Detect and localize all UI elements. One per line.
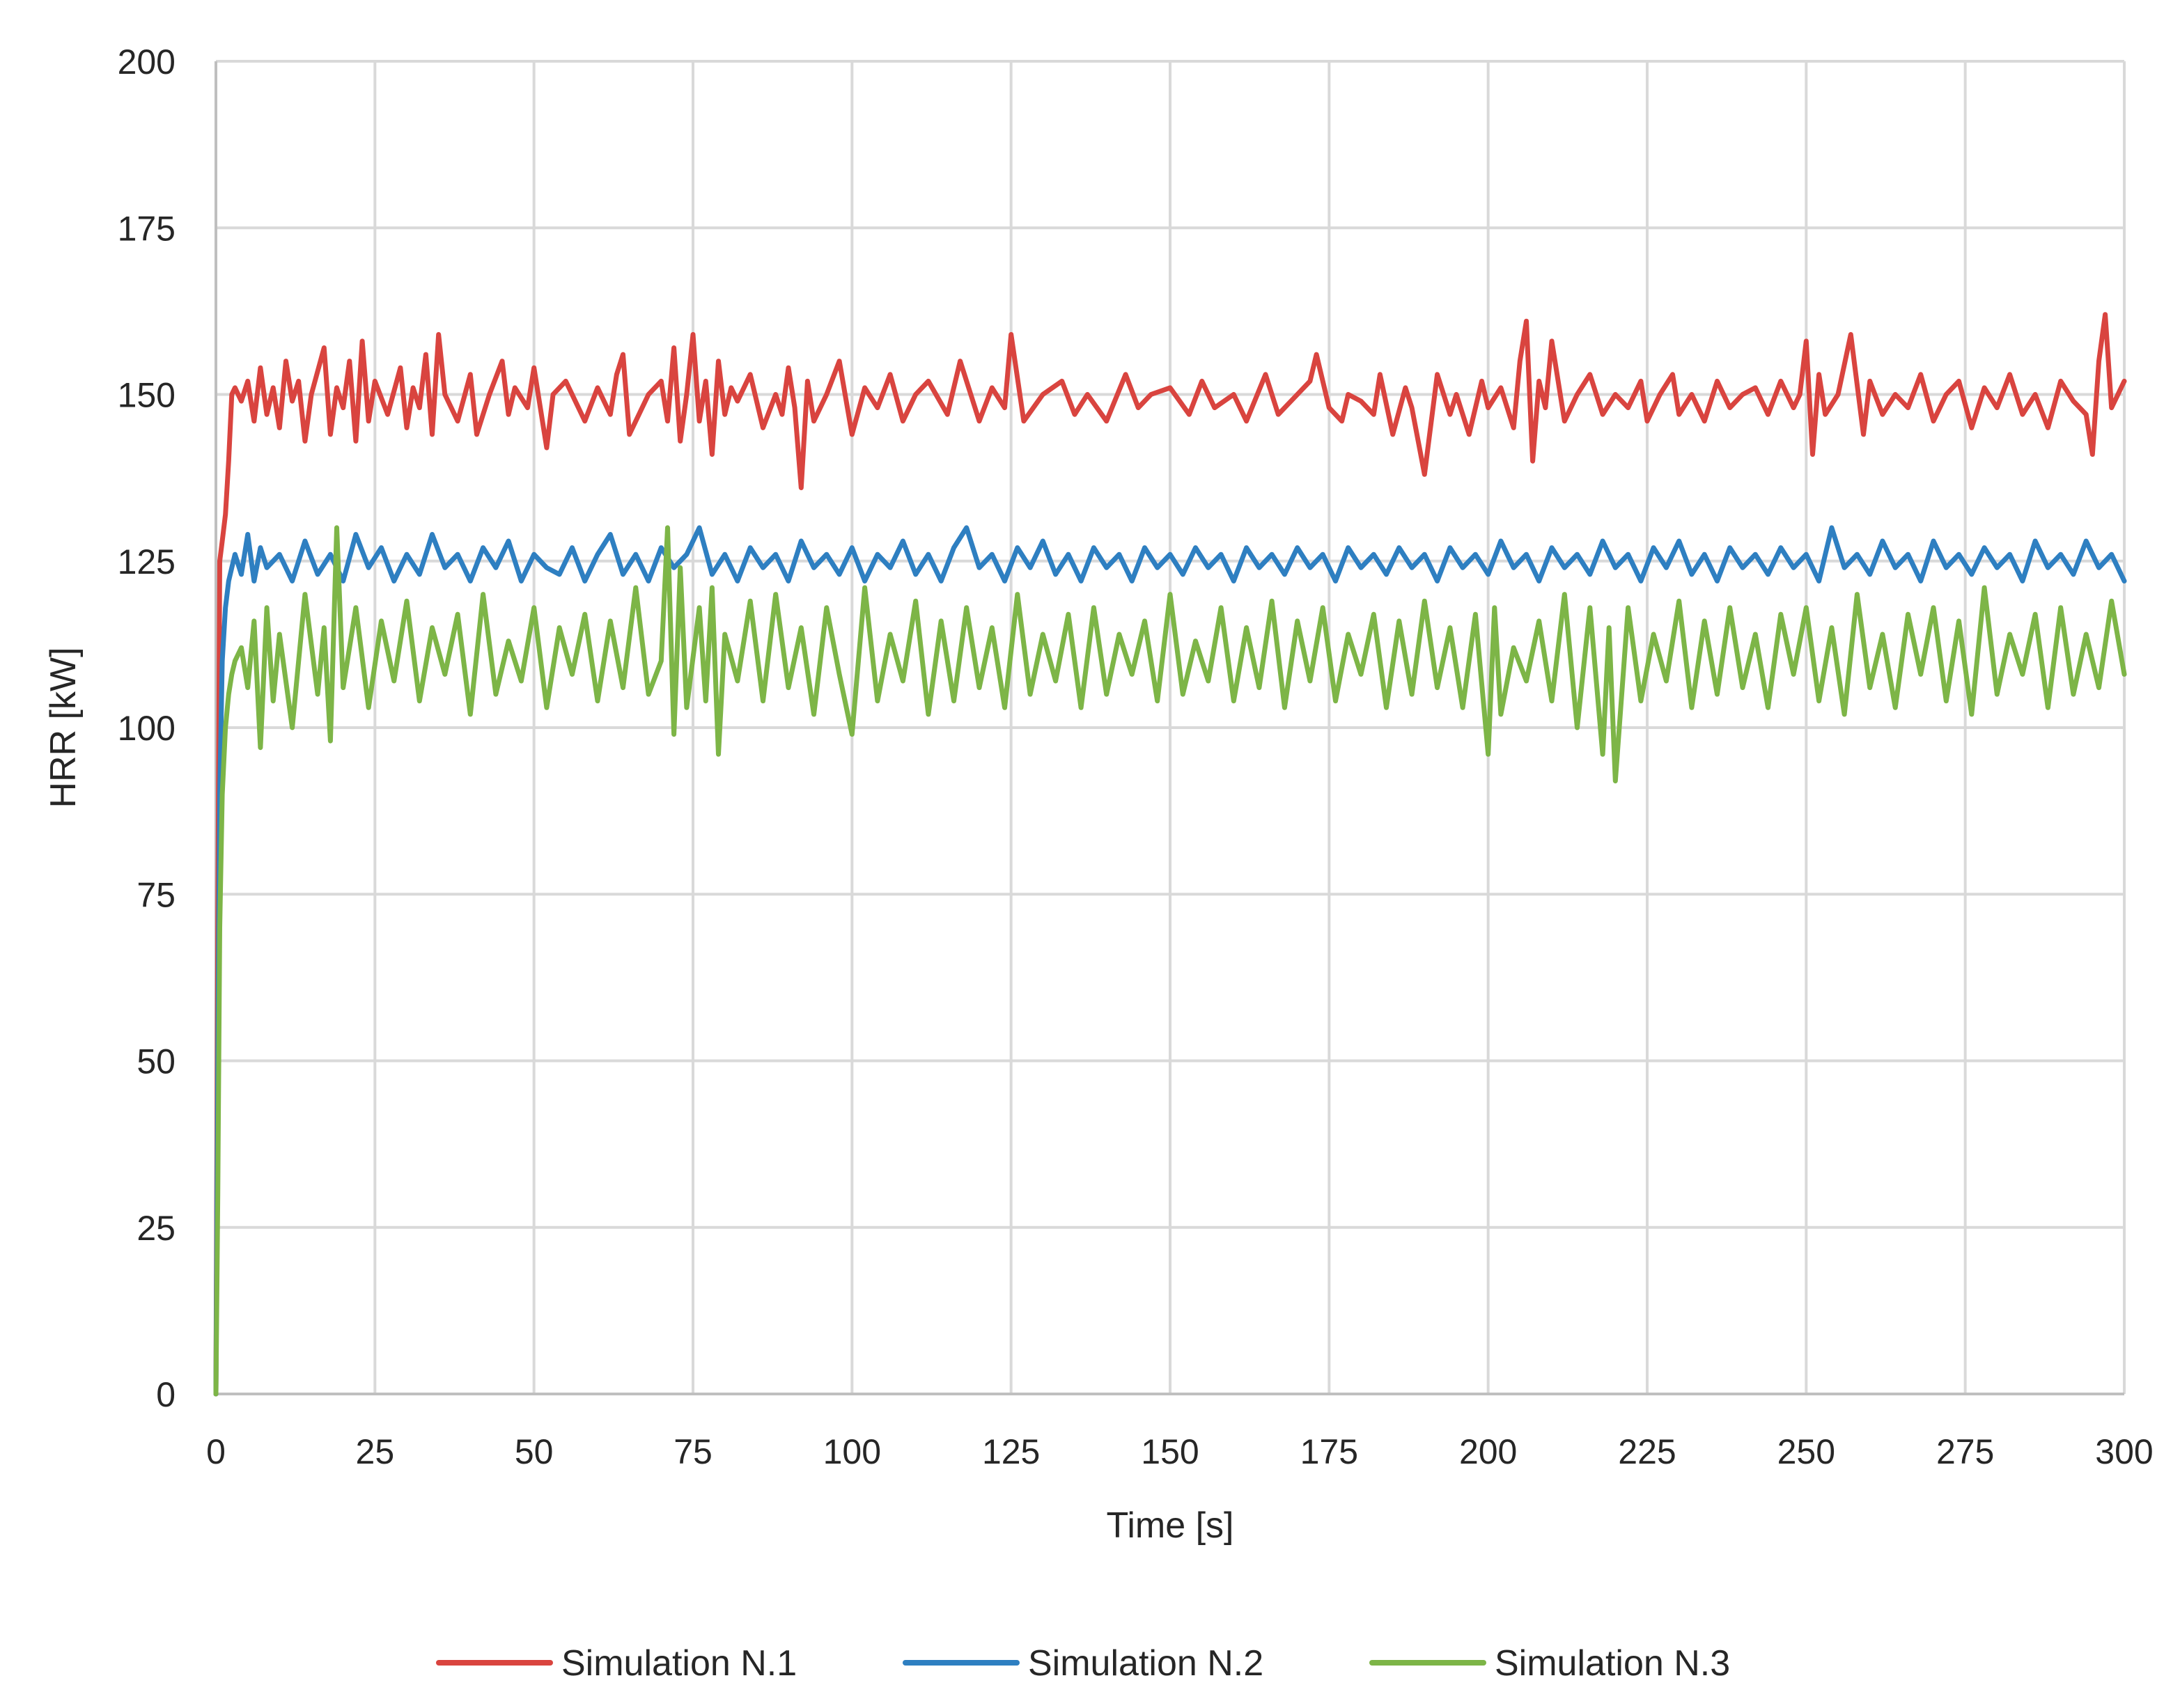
legend: Simulation N.1 Simulation N.2 Simulation N… <box>436 1643 1730 1684</box>
legend-item-1: Simulation N.1 <box>436 1643 797 1684</box>
x-tick-label: 50 <box>515 1432 554 1471</box>
legend-label: Simulation N.2 <box>1028 1643 1263 1684</box>
x-tick-label: 225 <box>1618 1432 1676 1471</box>
x-axis-title: Time [s] <box>1107 1505 1234 1546</box>
legend-label: Simulation N.1 <box>561 1643 797 1684</box>
x-tick-label: 125 <box>982 1432 1040 1471</box>
legend-item-2: Simulation N.2 <box>903 1643 1263 1684</box>
y-tick-label: 175 <box>118 209 176 248</box>
y-tick-label: 200 <box>118 42 176 81</box>
x-tick-label: 100 <box>823 1432 881 1471</box>
y-tick-label: 150 <box>118 376 176 415</box>
x-tick-label: 25 <box>356 1432 395 1471</box>
series-lines <box>213 312 2127 1397</box>
series-2 <box>213 525 2127 1397</box>
x-tick-label: 200 <box>1459 1432 1517 1471</box>
x-tick-label: 275 <box>1936 1432 1994 1471</box>
series-1 <box>213 312 2127 1397</box>
y-tick-label: 75 <box>137 875 176 914</box>
series-line <box>213 312 2127 1397</box>
y-tick-label: 125 <box>118 542 176 581</box>
y-tick-label: 50 <box>137 1042 176 1081</box>
series-3 <box>213 525 2127 1397</box>
legend-label: Simulation N.3 <box>1495 1643 1730 1684</box>
x-tick-label: 175 <box>1300 1432 1358 1471</box>
x-tick-label: 300 <box>2095 1432 2153 1471</box>
y-axis-title: HRR [kW] <box>43 647 84 808</box>
y-tick-label: 100 <box>118 709 176 748</box>
y-tick-label: 25 <box>137 1209 176 1248</box>
legend-item-3: Simulation N.3 <box>1369 1643 1730 1684</box>
x-tick-label: 150 <box>1141 1432 1199 1471</box>
x-tick-label: 250 <box>1777 1432 1835 1471</box>
x-tick-label: 0 <box>206 1432 226 1471</box>
y-tick-label: 0 <box>156 1375 176 1414</box>
tick-labels: 0 25 50 75 100 125 150 175 200 0 25 50 75 100 125 150 17… <box>118 42 2154 1471</box>
series-line <box>213 525 2127 1397</box>
series-line <box>213 525 2127 1397</box>
x-tick-label: 75 <box>674 1432 713 1471</box>
